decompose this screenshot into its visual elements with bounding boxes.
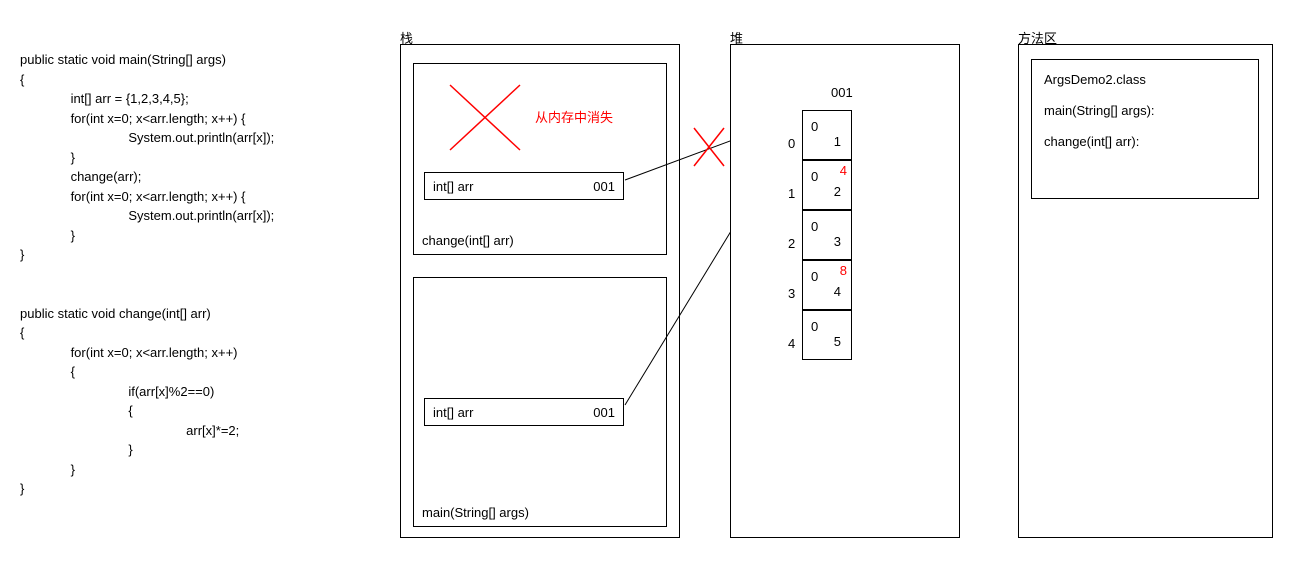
var-name: int[] arr [433,405,473,420]
override-val: 4 [840,163,847,178]
frame-name-main: main(String[] args) [422,505,529,520]
heap-addr: 001 [831,85,853,100]
heap-cell-0: 0 1 [802,110,852,160]
disappear-label: 从内存中消失 [535,107,613,126]
method-2: change(int[] arr): [1044,134,1246,149]
heap-index-0: 0 [788,136,795,151]
method-area-class-box: ArgsDemo2.class main(String[] args): cha… [1031,59,1259,199]
old-val: 0 [811,219,818,234]
var-addr: 001 [593,405,615,420]
main-code: public static void main(String[] args) {… [20,50,274,265]
cur-val: 4 [834,284,841,299]
old-val: 0 [811,319,818,334]
cur-val: 3 [834,234,841,249]
heap-cell-3: 0 4 8 [802,260,852,310]
heap-cell-4: 0 5 [802,310,852,360]
heap-index-4: 4 [788,336,795,351]
cur-val: 5 [834,334,841,349]
old-val: 0 [811,269,818,284]
heap-index-3: 3 [788,286,795,301]
old-val: 0 [811,169,818,184]
heap-index-2: 2 [788,236,795,251]
var-box-main: int[] arr 001 [424,398,624,426]
code-block: public static void main(String[] args) {… [20,50,274,499]
var-addr: 001 [593,179,615,194]
method-1: main(String[] args): [1044,103,1246,118]
heap-cell-1: 0 2 4 [802,160,852,210]
class-name: ArgsDemo2.class [1044,72,1246,87]
var-box-change: int[] arr 001 [424,172,624,200]
cur-val: 2 [834,184,841,199]
change-code: public static void change(int[] arr) { f… [20,304,274,499]
frame-name-change: change(int[] arr) [422,233,514,248]
var-name: int[] arr [433,179,473,194]
cur-val: 1 [834,134,841,149]
stack-frame-main: int[] arr 001 main(String[] args) [413,277,667,527]
override-val: 8 [840,263,847,278]
heap-cell-2: 0 3 [802,210,852,260]
heap-index-1: 1 [788,186,795,201]
old-val: 0 [811,119,818,134]
method-area-panel: ArgsDemo2.class main(String[] args): cha… [1018,44,1273,538]
stack-frame-change: int[] arr 001 change(int[] arr) [413,63,667,255]
